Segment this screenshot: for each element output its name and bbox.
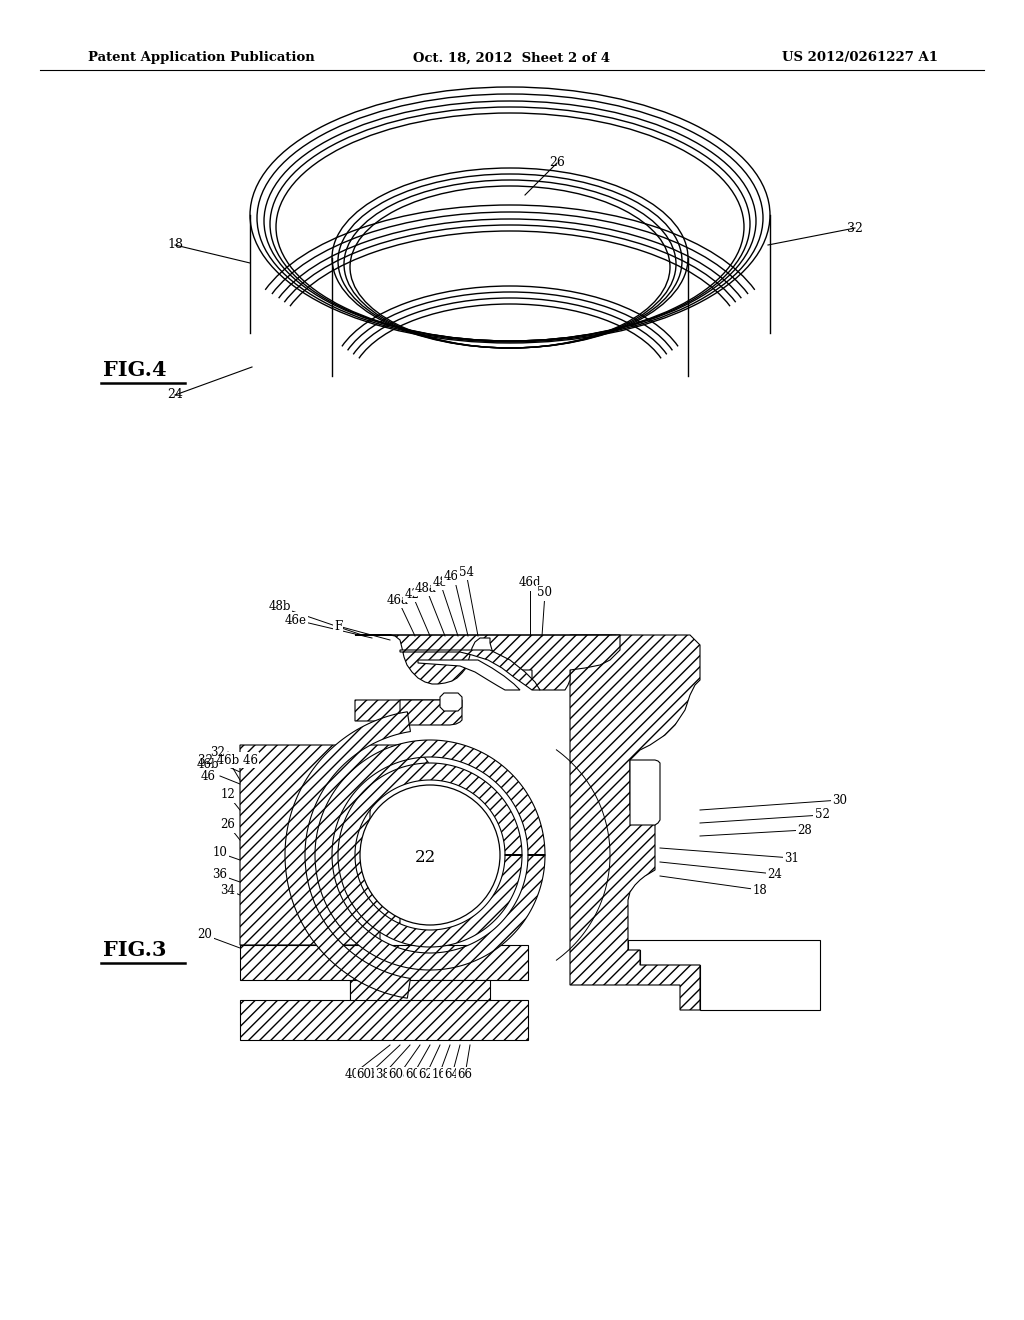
- Polygon shape: [240, 744, 430, 945]
- Polygon shape: [570, 635, 700, 1010]
- Text: F: F: [334, 619, 342, 632]
- Text: 48: 48: [432, 576, 447, 589]
- Polygon shape: [418, 660, 520, 690]
- Text: 28: 28: [798, 824, 812, 837]
- Text: 42: 42: [404, 587, 420, 601]
- Polygon shape: [338, 763, 522, 946]
- Text: 46a: 46a: [387, 594, 409, 606]
- Text: Patent Application Publication: Patent Application Publication: [88, 51, 314, 65]
- Text: 64: 64: [444, 1068, 460, 1081]
- Text: 48a: 48a: [415, 582, 437, 594]
- Text: 20: 20: [198, 928, 212, 941]
- Text: 60: 60: [406, 1068, 421, 1081]
- Polygon shape: [240, 945, 528, 1040]
- Text: 32: 32: [211, 746, 225, 759]
- Text: 31: 31: [784, 851, 800, 865]
- Text: 52: 52: [814, 808, 829, 821]
- Text: 24: 24: [768, 867, 782, 880]
- Text: 38: 38: [376, 1068, 390, 1081]
- Text: 60b: 60b: [356, 1068, 379, 1081]
- Text: 50: 50: [538, 586, 553, 599]
- Text: 18: 18: [753, 883, 767, 896]
- Text: 46c: 46c: [443, 570, 465, 583]
- Text: 30: 30: [833, 793, 848, 807]
- Text: FIG.4: FIG.4: [103, 360, 167, 380]
- Text: 46e: 46e: [285, 614, 307, 627]
- Text: 18: 18: [167, 239, 183, 252]
- Text: 62: 62: [419, 1068, 433, 1081]
- Polygon shape: [630, 760, 660, 825]
- Text: 46b: 46b: [197, 758, 219, 771]
- Text: 24: 24: [167, 388, 183, 401]
- Polygon shape: [400, 700, 462, 725]
- Polygon shape: [355, 700, 460, 721]
- Text: 60a: 60a: [388, 1068, 410, 1081]
- Text: 46: 46: [201, 770, 215, 783]
- Text: FIG.3: FIG.3: [103, 940, 167, 960]
- Polygon shape: [400, 649, 540, 690]
- Text: 66: 66: [458, 1068, 472, 1081]
- Text: 22: 22: [415, 850, 435, 866]
- Circle shape: [360, 785, 500, 925]
- Text: 10: 10: [213, 846, 227, 859]
- Polygon shape: [315, 741, 545, 970]
- Text: 48b: 48b: [268, 601, 291, 614]
- Polygon shape: [628, 940, 820, 1010]
- Text: 32: 32: [847, 222, 863, 235]
- Text: 32 46b 46: 32 46b 46: [198, 754, 258, 767]
- Text: 40: 40: [344, 1068, 359, 1081]
- Text: 54: 54: [459, 565, 473, 578]
- Text: 46d: 46d: [519, 577, 542, 590]
- Text: US 2012/0261227 A1: US 2012/0261227 A1: [782, 51, 938, 65]
- Text: 12: 12: [220, 788, 236, 801]
- Text: 34: 34: [220, 883, 236, 896]
- Text: 26: 26: [549, 157, 565, 169]
- Text: 36: 36: [213, 869, 227, 882]
- Polygon shape: [285, 711, 411, 998]
- Polygon shape: [350, 979, 490, 1001]
- Text: Oct. 18, 2012  Sheet 2 of 4: Oct. 18, 2012 Sheet 2 of 4: [414, 51, 610, 65]
- Polygon shape: [355, 635, 620, 690]
- Polygon shape: [440, 693, 462, 711]
- Text: 16: 16: [431, 1068, 446, 1081]
- Text: 26: 26: [220, 818, 236, 832]
